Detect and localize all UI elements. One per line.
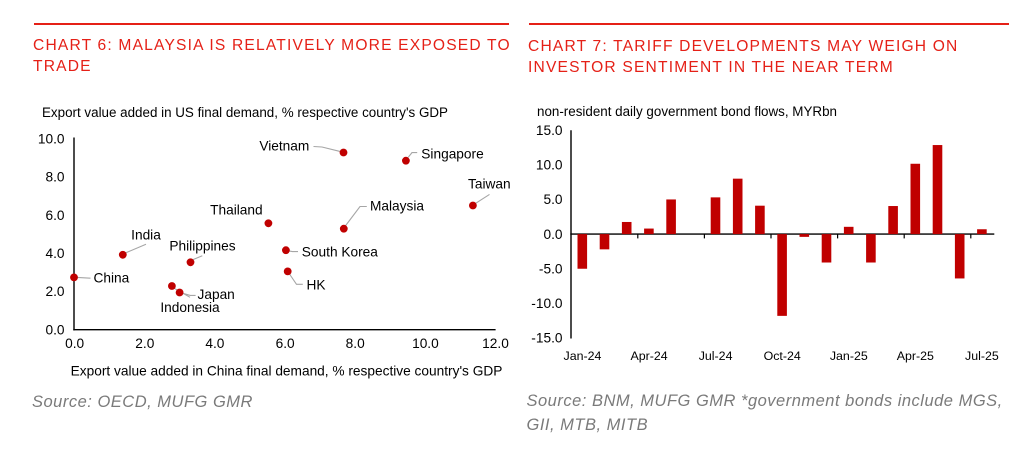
- svg-text:12.0: 12.0: [482, 336, 509, 351]
- svg-text:Export value added in China fi: Export value added in China final demand…: [71, 364, 503, 379]
- svg-text:8.0: 8.0: [346, 336, 365, 351]
- svg-text:HK: HK: [307, 277, 326, 292]
- svg-text:15.0: 15.0: [536, 123, 563, 138]
- svg-text:Vietnam: Vietnam: [259, 139, 309, 154]
- svg-text:-5.0: -5.0: [539, 261, 563, 276]
- svg-text:Jul-24: Jul-24: [699, 349, 733, 363]
- svg-text:India: India: [131, 227, 161, 242]
- svg-text:10.0: 10.0: [38, 131, 65, 146]
- svg-text:Malaysia: Malaysia: [370, 199, 424, 214]
- svg-text:Jan-25: Jan-25: [830, 349, 868, 363]
- svg-text:Philippines: Philippines: [169, 239, 235, 254]
- svg-text:Apr-24: Apr-24: [630, 349, 667, 363]
- svg-text:-15.0: -15.0: [531, 331, 563, 346]
- svg-text:2.0: 2.0: [135, 336, 154, 351]
- svg-text:Japan: Japan: [198, 287, 235, 302]
- svg-text:Singapore: Singapore: [421, 147, 483, 162]
- svg-text:0.0: 0.0: [45, 322, 64, 337]
- svg-text:Taiwan: Taiwan: [468, 177, 511, 192]
- svg-text:2.0: 2.0: [45, 284, 64, 299]
- svg-text:4.0: 4.0: [205, 336, 224, 351]
- svg-text:8.0: 8.0: [45, 170, 64, 185]
- svg-text:0.0: 0.0: [65, 336, 84, 351]
- svg-text:10.0: 10.0: [412, 336, 439, 351]
- svg-text:South Korea: South Korea: [302, 244, 378, 259]
- svg-text:Indonesia: Indonesia: [160, 300, 220, 315]
- svg-text:Oct-24: Oct-24: [764, 349, 801, 363]
- svg-text:Thailand: Thailand: [210, 203, 263, 218]
- svg-text:4.0: 4.0: [45, 246, 64, 261]
- svg-text:Jul-25: Jul-25: [965, 349, 999, 363]
- svg-text:0.0: 0.0: [543, 227, 562, 242]
- svg-text:-10.0: -10.0: [531, 296, 563, 311]
- svg-text:6.0: 6.0: [45, 208, 64, 223]
- svg-text:Jan-24: Jan-24: [564, 349, 602, 363]
- svg-text:Apr-25: Apr-25: [897, 349, 934, 363]
- svg-text:10.0: 10.0: [536, 158, 563, 173]
- svg-text:6.0: 6.0: [276, 336, 295, 351]
- svg-text:5.0: 5.0: [543, 192, 562, 207]
- svg-text:China: China: [94, 271, 130, 286]
